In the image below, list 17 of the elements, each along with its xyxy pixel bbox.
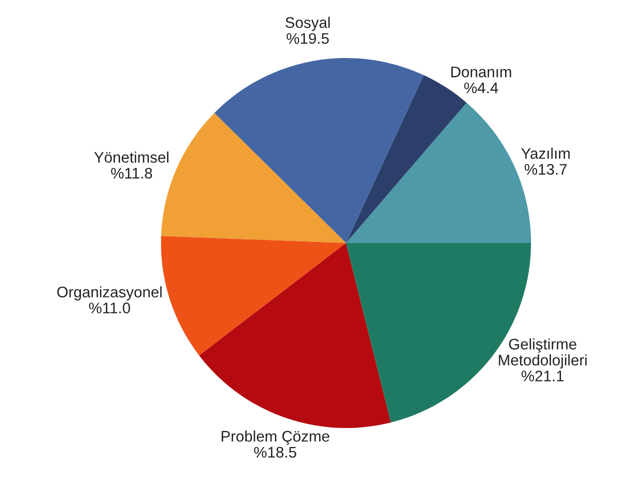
- data-label: %21.1: [522, 370, 564, 382]
- slice-label: Geliştirme Metodolojileri: [498, 338, 587, 369]
- slice-label: Problem Çözme: [222, 430, 330, 445]
- data-label: %13.7: [524, 164, 567, 175]
- pie-slice: [214, 58, 424, 243]
- slice-label: Donanım: [451, 66, 512, 78]
- data-label: %11.8: [111, 168, 152, 179]
- data-label: %4.4: [464, 82, 498, 94]
- slice-label: Sosyal: [286, 16, 330, 31]
- slice-label: Yönetimsel: [94, 152, 168, 163]
- data-label: %19.5: [286, 33, 329, 44]
- data-label: %11.0: [89, 302, 130, 314]
- slice-label: Organizasyonel: [57, 286, 162, 300]
- pie-slice: [161, 236, 346, 356]
- pie-slice: [199, 243, 391, 428]
- slice-label: Yazılım: [521, 148, 570, 159]
- data-label: %18.5: [254, 446, 296, 458]
